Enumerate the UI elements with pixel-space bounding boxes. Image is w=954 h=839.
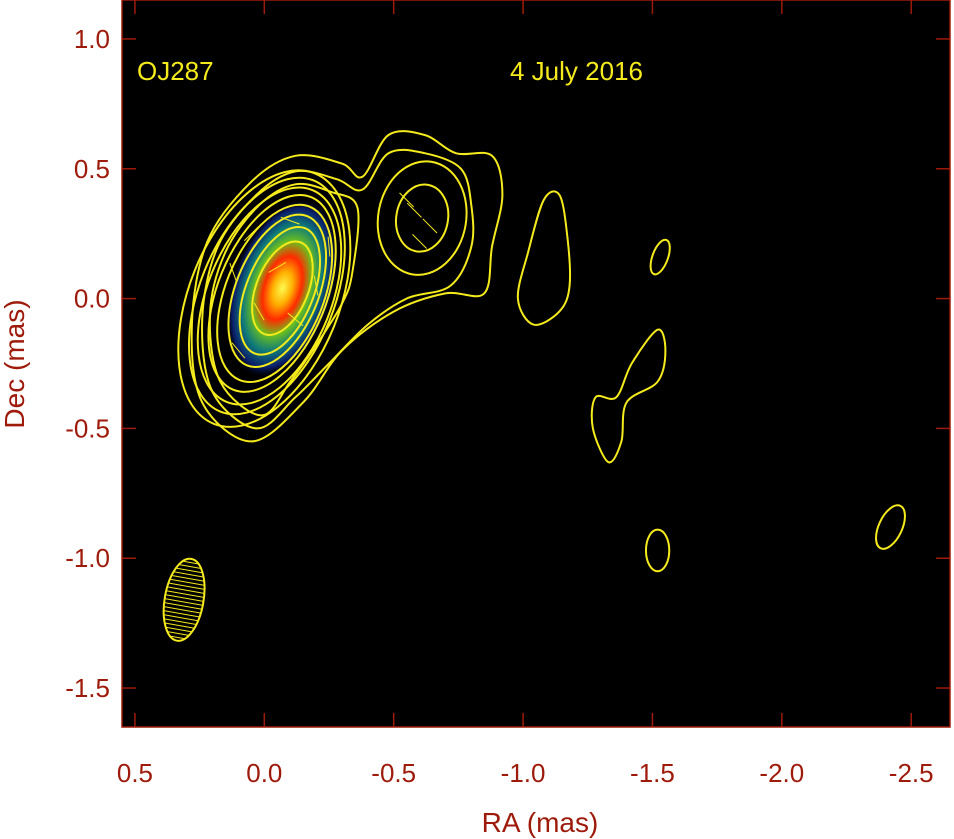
knot-contour-1 xyxy=(376,160,468,276)
polarization-vector-3 xyxy=(287,312,304,327)
polarization-vector-7 xyxy=(422,218,438,234)
plot-frame xyxy=(121,0,951,728)
core-contour-5 xyxy=(216,203,334,383)
map-layer xyxy=(162,130,906,642)
y-tick-label: 1.0 xyxy=(74,24,110,54)
x-tick-label: 0.5 xyxy=(117,758,153,788)
x-tick-label: -1.0 xyxy=(501,758,546,788)
restoring-beam xyxy=(162,557,206,642)
polarization-vector-4 xyxy=(243,226,259,242)
axis-ticks: 0.5 0.0 -0.5 -1.0 -1.5 -2.0 -2.5 1.0 0.5 0.0 -0.5 -… xyxy=(65,0,950,788)
date-label: 4 July 2016 xyxy=(510,56,643,86)
polarization-vector-12 xyxy=(231,342,246,359)
isolated-contour-1 xyxy=(516,190,571,326)
core-contour-3 xyxy=(196,186,343,406)
polarization-vector-13 xyxy=(327,236,331,257)
x-tick-label: -2.0 xyxy=(759,758,804,788)
polarization-vector-10 xyxy=(229,263,238,283)
y-tick-label: -0.5 xyxy=(65,413,110,443)
polarization-vector-2 xyxy=(253,302,265,321)
jet-contour-1 xyxy=(190,130,504,443)
knot-contour-2 xyxy=(395,183,450,253)
core-contour-2 xyxy=(187,176,346,416)
source-label: OJ287 xyxy=(137,56,214,86)
core-contour-8 xyxy=(251,240,314,336)
y-tick-label: -1.5 xyxy=(65,673,110,703)
y-tick-label: 0.5 xyxy=(74,154,110,184)
core-contour-6 xyxy=(227,213,328,369)
polarization-vector-11 xyxy=(280,216,300,225)
x-tick-label: -2.5 xyxy=(889,758,934,788)
y-tick-label: -1.0 xyxy=(65,543,110,573)
x-tick-label: -1.5 xyxy=(630,758,675,788)
x-tick-label: -0.5 xyxy=(371,758,416,788)
isolated-contour-5 xyxy=(875,504,906,550)
core-contour-7 xyxy=(238,225,321,356)
x-axis-title: RA (mas) xyxy=(482,807,599,838)
polarization-vector-5 xyxy=(313,275,319,296)
jet-contour-2 xyxy=(201,148,475,430)
core-contour-4 xyxy=(207,193,337,393)
polarization-vector-8 xyxy=(412,234,427,249)
polarization-vector-1 xyxy=(268,261,287,273)
core-contour-1 xyxy=(177,169,352,428)
isolated-contour-3 xyxy=(649,238,671,276)
y-tick-label: 0.0 xyxy=(74,284,110,314)
isolated-contour-4 xyxy=(644,528,671,573)
isolated-contour-2 xyxy=(590,328,667,464)
x-tick-label: 0.0 xyxy=(246,758,282,788)
y-axis-title: Dec (mas) xyxy=(0,299,30,428)
polarization-vector-9 xyxy=(399,192,415,208)
polarization-vector-6 xyxy=(406,202,422,218)
